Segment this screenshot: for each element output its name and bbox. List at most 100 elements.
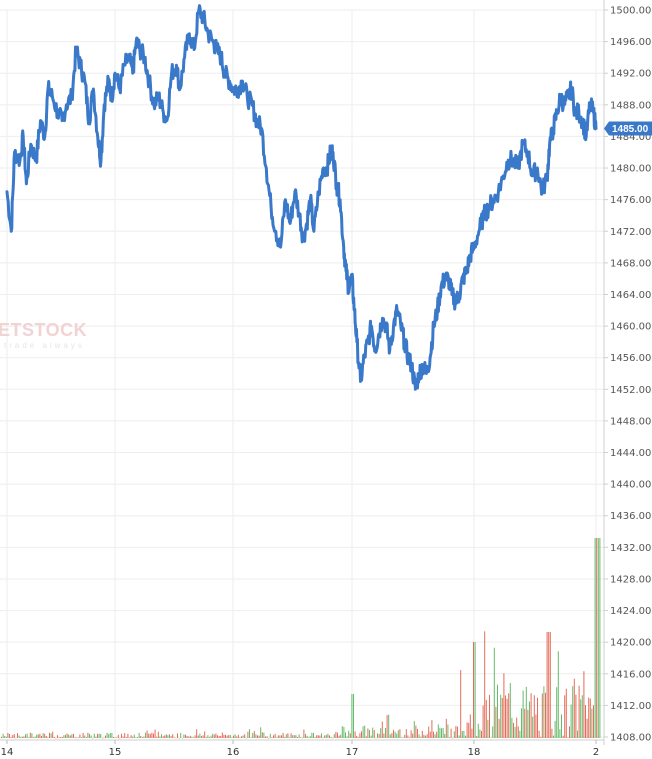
volume-bar [389,734,391,738]
volume-bar [92,737,94,739]
volume-bar [97,733,98,738]
volume-bar [140,736,142,738]
volume-bar [98,733,100,738]
volume-bar [356,735,358,738]
volume-bar [306,735,308,738]
volume-bar [543,686,545,738]
price-tick-label: 1496.00 [610,37,651,48]
volume-bar [426,734,428,738]
volume-bar [567,737,569,738]
volume-bar [276,737,278,738]
volume-bar [90,735,92,738]
volume-bar [524,708,526,738]
price-tick-label: 1436.00 [610,511,651,522]
volume-bar [437,724,439,738]
volume-bar [565,688,567,738]
volume-bar [196,729,198,738]
price-tick-label: 1432.00 [610,543,651,554]
volume-bar [156,736,158,738]
price-tick-label: 1476.00 [610,195,651,206]
volume-bar [34,736,36,738]
volume-bar [244,734,246,738]
volume-bar [106,732,108,738]
volume-bar [407,735,409,738]
volume-bar [268,738,270,739]
volume-bar [95,736,97,738]
price-tick-label: 1448.00 [610,416,651,427]
volume-bar [370,735,372,738]
volume-bar [49,732,50,738]
volume-bar [273,735,274,738]
volume-bar [442,728,444,738]
volume-bar [161,734,162,738]
volume-bar [354,731,356,738]
volume-bar [76,737,78,739]
volume-bar [417,728,418,738]
volume-bar [4,736,6,738]
watermark: ETSTOCK trade always [0,320,87,350]
volume-bar [460,670,462,738]
volume-bar [359,733,361,738]
volume-bar [431,720,433,738]
volume-bar [13,734,15,738]
volume-bar [257,735,258,738]
volume-bar [137,737,138,738]
volume-bar [213,734,215,738]
volume-bar [457,726,458,738]
volume-bar [117,734,119,738]
volume-bar [165,734,167,738]
price-tick-label: 1416.00 [610,669,651,680]
volume-bar [559,729,561,738]
volume-bar [170,736,172,738]
volume-bar [386,715,388,738]
price-line [5,4,598,391]
volume-bar [365,736,367,738]
volume-bar [274,733,276,738]
volume-bar [465,735,466,738]
volume-bar [289,737,290,738]
time-tick-label: 18 [468,747,481,758]
volume-bar [455,726,457,738]
price-axis: 1500.00 1496.00 1492.00 1488.00 1484.00 1480.… [603,0,651,745]
volume-bar [100,734,102,738]
volume-bar [381,721,383,738]
volume-bar [583,671,585,738]
volume-bar [412,733,414,738]
volume-bar [103,737,105,739]
volume-bar [53,737,55,738]
volume-bar [81,737,82,738]
volume-bar [143,736,145,738]
volume-bar [249,729,250,738]
volume-bar [290,733,292,738]
volume-bar [228,735,230,738]
volume-bar [124,733,126,738]
volume-bar [540,736,542,738]
volume-bar [321,733,322,738]
price-tick-label: 1492.00 [610,69,651,80]
volume-bar [10,737,12,738]
volume-bar [482,705,484,738]
volume-bar [301,737,303,739]
volume-bar [311,732,313,738]
volume-bar [173,737,175,738]
volume-bar [194,735,196,738]
volume-bar [7,733,9,738]
volume-bar [15,737,17,739]
volume-bar [401,737,402,738]
volume-bar [527,709,529,738]
volume-bar [284,737,286,738]
volume-bar [309,736,311,738]
volume-bar [250,737,252,738]
volume-bar [66,733,68,738]
volume-bar [484,631,486,738]
volume-bar [573,678,575,738]
volume-bar [164,735,166,738]
price-tick-label: 1484.00 [610,132,651,143]
volume-bar [537,697,538,738]
volume-bar [265,736,266,738]
volume-bar [546,632,548,738]
volume-bar [199,733,201,738]
volume-bar [589,698,591,738]
volume-bar [439,727,441,738]
volume-bar [154,729,156,738]
